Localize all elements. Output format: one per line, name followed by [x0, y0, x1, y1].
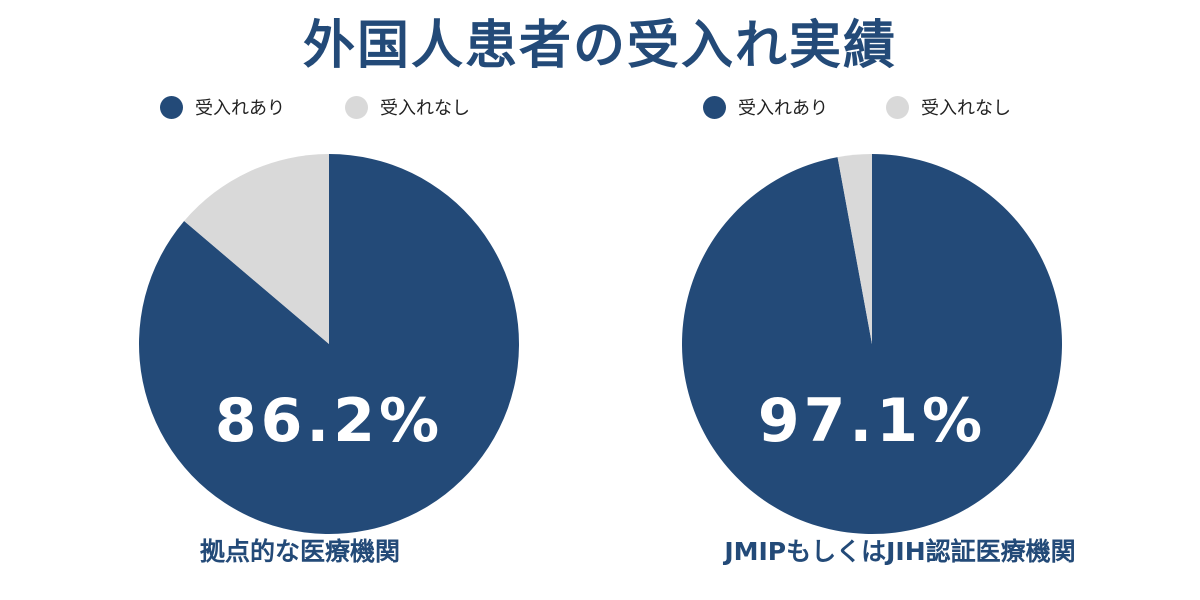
left-legend: 受入れあり 受入れなし — [0, 92, 600, 122]
left-chart-caption: 拠点的な医療機関 — [199, 537, 400, 566]
right-pie-chart — [682, 154, 1062, 534]
accepted-legend-swatch — [703, 95, 726, 119]
left-legend-not-accepted-label: 受入れなし — [380, 98, 470, 119]
not-accepted-legend-swatch — [886, 95, 909, 119]
left-legend-accepted-label: 受入れあり — [195, 98, 285, 119]
right-chart-panel: 受入れあり 受入れなし 97.1% JMIPもしくはJIH認証医療機関 — [600, 86, 1200, 600]
not-accepted-pie-slice — [184, 154, 329, 344]
left-legend-not-accepted: 受入れなし — [345, 92, 470, 122]
left-chart-panel: 受入れあり 受入れなし 86.2% 拠点的な医療機関 — [0, 86, 600, 600]
not-accepted-pie-slice — [837, 154, 872, 344]
not-accepted-legend-swatch — [345, 95, 368, 119]
left-center-percentage: 86.2% — [214, 386, 444, 456]
right-legend-accepted: 受入れあり — [703, 92, 828, 122]
right-legend-not-accepted: 受入れなし — [886, 92, 1011, 122]
right-center-percentage: 97.1% — [757, 386, 987, 456]
right-legend-not-accepted-label: 受入れなし — [921, 98, 1011, 119]
accepted-legend-swatch — [160, 95, 183, 119]
right-legend-accepted-label: 受入れあり — [738, 98, 828, 119]
left-legend-accepted: 受入れあり — [160, 92, 285, 122]
chart-title: 外国人患者の受入れ実績 — [302, 16, 897, 76]
right-chart-caption: JMIPもしくはJIH認証医療機関 — [724, 537, 1076, 566]
left-pie-chart — [139, 154, 519, 534]
right-legend: 受入れあり 受入れなし — [600, 92, 1200, 122]
